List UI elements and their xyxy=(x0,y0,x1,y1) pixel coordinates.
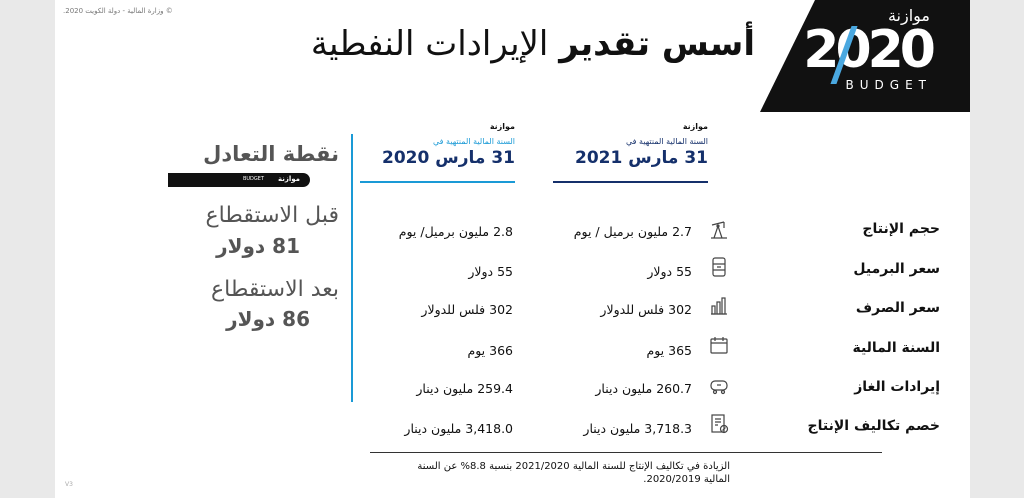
breakeven-title: نقطة التعادل xyxy=(203,142,339,166)
breakeven-before-label: قبل الاستقطاع xyxy=(205,203,339,228)
breakeven-after-label: بعد الاستقطاع xyxy=(210,277,339,302)
row-label-exchange-rate: سعر الصرف xyxy=(855,300,940,316)
calendar-icon xyxy=(710,337,728,354)
logo-subtitle: BUDGET xyxy=(845,78,932,92)
row-exchange-rate-2021: 302 فلس للدولار xyxy=(600,302,692,317)
column-divider xyxy=(351,134,353,402)
row-production-2021: 2.7 مليون برميل / يوم xyxy=(573,224,692,239)
row-barrel-price-2020: 55 دولار xyxy=(468,264,513,279)
column-2021-date: 31 مارس 2021 xyxy=(575,148,708,168)
column-2020-underline xyxy=(360,181,515,183)
row-production-cost-2020: 3,418.0 مليون دينار xyxy=(404,421,513,436)
row-gas-revenue-2020: 259.4 مليون دينار xyxy=(416,381,513,396)
row-label-fiscal-year: السنة المالية xyxy=(852,340,940,356)
column-2020-subtitle: السنة المالية المنتهية في xyxy=(433,137,515,146)
breakeven-before-value: 81 دولار xyxy=(216,234,300,258)
row-production-cost-2021: 3,718.3 مليون دينار xyxy=(583,421,692,436)
version-label: V3 xyxy=(65,481,73,488)
budget-logo-banner: موازنة 2020 BUDGET xyxy=(760,0,970,112)
breakeven-bar-arabic: موازنة xyxy=(277,175,300,183)
title-rest-part: الإيرادات النفطية xyxy=(310,24,549,64)
row-fiscal-year-2020: 366 يوم xyxy=(467,343,513,358)
slide: © وزارة المالية - دولة الكويت 2020. V3 م… xyxy=(55,0,970,498)
copyright-notice: © وزارة المالية - دولة الكويت 2020. xyxy=(63,7,173,15)
column-2020-date: 31 مارس 2020 xyxy=(382,148,515,168)
logo-arabic-text: موازنة xyxy=(887,6,930,25)
breakeven-after-value: 86 دولار xyxy=(226,307,310,331)
exchange-chart-icon xyxy=(711,297,727,315)
logo-background xyxy=(760,0,970,112)
column-header-2020: موازنة السنة المالية المنتهية في 31 مارس… xyxy=(365,122,515,168)
row-production-2020: 2.8 مليون برميل/ يوم xyxy=(398,224,513,239)
title-bold-part: أسس تقدير xyxy=(559,24,755,64)
column-header-2021: موازنة السنة المالية المنتهية في 31 مارس… xyxy=(558,122,708,168)
oil-pump-icon xyxy=(711,221,727,239)
footnote-text: الزيادة في تكاليف الإنتاج للسنة المالية … xyxy=(417,461,730,485)
column-2020-label: موازنة xyxy=(489,122,515,131)
column-2021-underline xyxy=(553,181,708,183)
row-fiscal-year-2021: 365 يوم xyxy=(646,343,692,358)
row-exchange-rate-2020: 302 فلس للدولار xyxy=(421,302,513,317)
footnote-divider xyxy=(370,452,882,453)
logo-number: 2020 xyxy=(803,20,936,84)
row-label-gas-revenue: إيرادات الغاز xyxy=(854,379,940,395)
page-title: أسس تقدير الإيرادات النفطية xyxy=(311,24,755,64)
column-2021-subtitle: السنة المالية المنتهية في xyxy=(626,137,708,146)
gas-tank-icon xyxy=(710,380,728,395)
row-barrel-price-2021: 55 دولار xyxy=(647,264,692,279)
column-2021-label: موازنة xyxy=(682,122,708,131)
breakeven-bar-english: BUDGET xyxy=(242,176,264,182)
logo-number-text: 2020 xyxy=(803,20,936,80)
row-label-barrel-price: سعر البرميل xyxy=(853,261,940,277)
document-cost-icon xyxy=(711,414,729,434)
row-gas-revenue-2021: 260.7 مليون دينار xyxy=(595,381,692,396)
row-label-production: حجم الإنتاج xyxy=(862,221,940,237)
barrel-icon xyxy=(712,257,726,277)
breakeven-budget-bar: موازنة BUDGET xyxy=(168,173,310,187)
row-label-production-cost: خصم تكاليف الإنتاج xyxy=(807,418,940,434)
